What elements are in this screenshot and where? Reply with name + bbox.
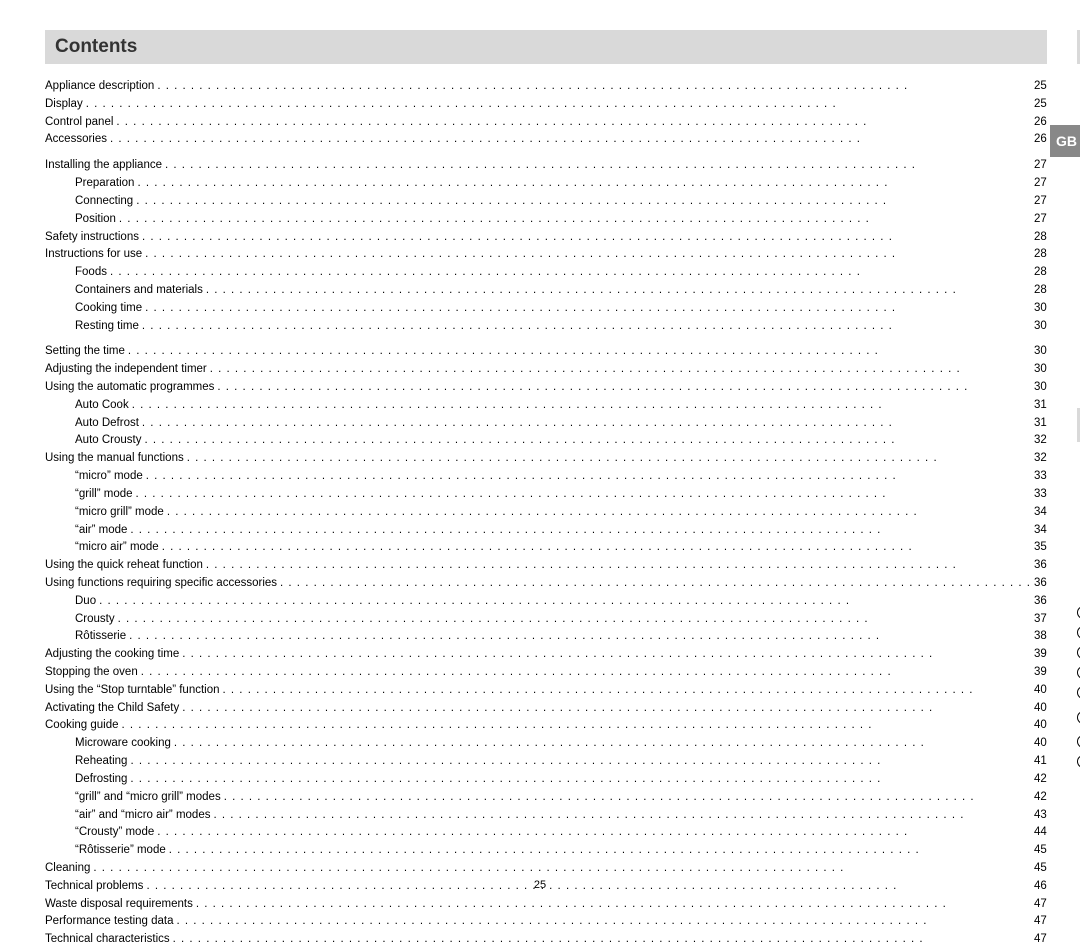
toc-entry: Microware cooking40 [45,735,1047,753]
toc-entry: Appliance description25 [45,78,1047,96]
toc-entry: Performance testing data47 [45,913,1047,931]
toc-entry: Display25 [45,96,1047,114]
toc-entry: Reheating41 [45,753,1047,771]
toc-entry: Preparation27 [45,175,1047,193]
toc-entry: Foods28 [45,264,1047,282]
toc-entry: “micro air” mode35 [45,539,1047,557]
toc-entry: Resting time30 [45,318,1047,336]
toc-entry: Containers and materials28 [45,282,1047,300]
toc-entry: Rôtisserie38 [45,628,1047,646]
toc-entry: Auto Defrost31 [45,415,1047,433]
toc-entry: Connecting27 [45,193,1047,211]
toc-entry: Crousty37 [45,611,1047,629]
language-tab: GB [1050,125,1080,157]
toc-entry: “grill” and “micro grill” modes42 [45,789,1047,807]
toc-entry: Safety instructions28 [45,229,1047,247]
contents-header: Contents [45,30,1047,64]
table-of-contents: Appliance description25Display25Control … [45,78,1047,949]
toc-entry: “Rôtisserie” mode45 [45,842,1047,860]
toc-entry: “grill” mode33 [45,486,1047,504]
toc-entry: Technical characteristics47 [45,931,1047,949]
toc-entry: Adjusting the cooking time39 [45,646,1047,664]
toc-entry: “Crousty” mode44 [45,824,1047,842]
toc-entry: “air” mode34 [45,522,1047,540]
toc-entry: Activating the Child Safety40 [45,700,1047,718]
toc-entry: Cleaning45 [45,860,1047,878]
toc-entry: Accessories26 [45,131,1047,149]
toc-entry: Cooking guide40 [45,717,1047,735]
toc-entry: Waste disposal requirements47 [45,896,1047,914]
toc-entry: Duo36 [45,593,1047,611]
toc-entry: Auto Crousty32 [45,432,1047,450]
toc-entry: “micro” mode33 [45,468,1047,486]
toc-entry: Position27 [45,211,1047,229]
toc-entry: Auto Cook31 [45,397,1047,415]
toc-entry: Using functions requiring specific acces… [45,575,1047,593]
toc-entry: Defrosting42 [45,771,1047,789]
toc-entry: Setting the time30 [45,343,1047,361]
toc-entry: “air” and “micro air” modes43 [45,807,1047,825]
toc-entry: “micro grill” mode34 [45,504,1047,522]
page-number: 25 [534,879,546,891]
toc-entry: Using the “Stop turntable” function40 [45,682,1047,700]
toc-entry: Using the automatic programmes30 [45,379,1047,397]
toc-entry: Control panel26 [45,114,1047,132]
toc-entry: Installing the appliance27 [45,157,1047,175]
toc-entry: Stopping the oven39 [45,664,1047,682]
toc-entry: Cooking time30 [45,300,1047,318]
toc-entry: Using the manual functions32 [45,450,1047,468]
toc-entry: Instructions for use28 [45,246,1047,264]
toc-entry: Using the quick reheat function36 [45,557,1047,575]
toc-entry: Adjusting the independent timer30 [45,361,1047,379]
